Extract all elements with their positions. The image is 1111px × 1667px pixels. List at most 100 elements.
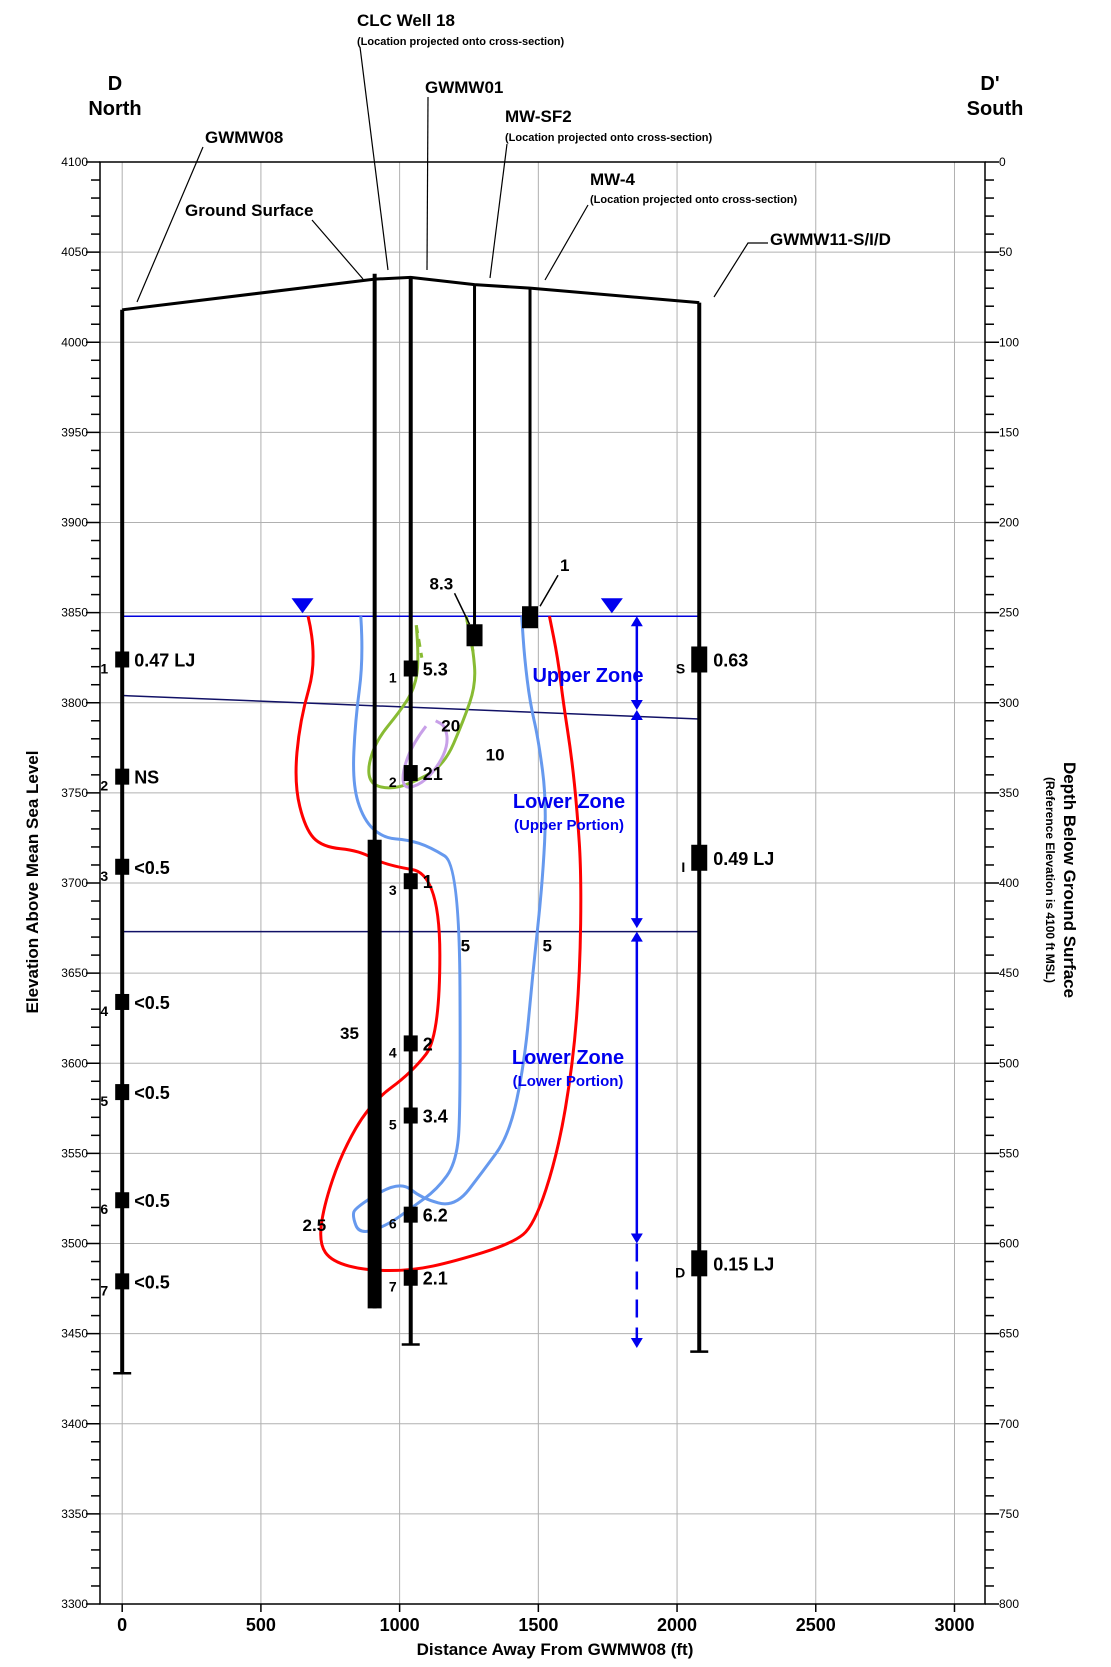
sample-value-label: <0.5 xyxy=(134,993,170,1013)
clc-value-label: 35 xyxy=(340,1024,359,1043)
value-leader xyxy=(539,574,559,607)
sample-port-label: 7 xyxy=(100,1282,108,1298)
sample-port-marker xyxy=(115,1084,130,1101)
depth-tick-label: 400 xyxy=(999,876,1019,890)
contour-label: 10 xyxy=(486,745,505,764)
sample-port-marker xyxy=(403,765,418,782)
sample-port-label: 5 xyxy=(100,1093,108,1109)
contour-label: 5 xyxy=(461,936,470,955)
contour-label: 20 xyxy=(441,717,460,736)
sample-value-label: 1 xyxy=(423,872,433,892)
well-screen-mw-4 xyxy=(522,606,539,629)
y-tick-label: 3550 xyxy=(61,1146,88,1160)
arrow-head-down xyxy=(630,699,643,710)
sample-value-label: <0.5 xyxy=(134,1191,170,1211)
clc-leader xyxy=(359,46,389,271)
x-tick-label: 500 xyxy=(246,1615,276,1635)
contour-5 xyxy=(351,616,547,1233)
sample-port-label: 3 xyxy=(389,882,397,898)
arrow-head-up xyxy=(630,931,643,942)
x-tick-label: 2000 xyxy=(657,1615,697,1635)
arrow-head-up xyxy=(630,616,643,627)
x-axis-title: Distance Away From GWMW08 (ft) xyxy=(417,1640,694,1659)
contour-10-dashed xyxy=(414,624,424,658)
sample-value-label: 0.47 LJ xyxy=(134,650,195,670)
contours: 2.5 5 5 10 20 xyxy=(294,615,583,1273)
y-tick-label: 3450 xyxy=(61,1327,88,1341)
sample-port-label: 7 xyxy=(389,1279,397,1295)
axis-ticks: 0 500 1000 1500 2000 2500 30003300335034003450… xyxy=(61,155,1019,1635)
y-tick-label: 3500 xyxy=(61,1237,88,1251)
left-end-direction: North xyxy=(88,98,141,120)
grid xyxy=(100,161,985,1605)
sample-port-marker xyxy=(403,1206,418,1223)
gwmw01-leader xyxy=(426,96,429,271)
depth-tick-label: 150 xyxy=(999,425,1019,439)
well-value-label: 1 xyxy=(560,556,569,575)
water-table-marker xyxy=(600,598,623,614)
depth-tick-label: 650 xyxy=(999,1327,1019,1341)
wells xyxy=(113,273,709,1375)
sample-port-marker xyxy=(403,660,418,677)
gwmw08-label: GWMW08 xyxy=(205,128,283,147)
y-tick-label: 4050 xyxy=(61,245,88,259)
x-tick-label: 0 xyxy=(117,1615,127,1635)
sample-port-marker xyxy=(115,1273,130,1290)
sample-value-label: 0.63 xyxy=(713,650,748,670)
ground-surface-line xyxy=(122,275,700,312)
well-screen-clc-well-18 xyxy=(367,839,382,1309)
depth-tick-label: 250 xyxy=(999,606,1019,620)
depth-tick-label: 200 xyxy=(999,516,1019,530)
sample-port-label: 1 xyxy=(100,660,108,676)
depth-tick-label: 0 xyxy=(999,155,1006,169)
right-end-letter: D' xyxy=(980,73,999,95)
sample-value-label: 0.49 LJ xyxy=(713,849,774,869)
mw4-note: (Location projected onto cross-section) xyxy=(590,194,798,206)
sample-value-label: 2.1 xyxy=(423,1269,448,1289)
arrow-head-down xyxy=(630,1338,643,1349)
y-tick-label: 4100 xyxy=(61,155,88,169)
x-tick-label: 1500 xyxy=(518,1615,558,1635)
value-leader xyxy=(453,592,471,625)
sample-port-marker xyxy=(403,873,418,890)
depth-tick-label: 600 xyxy=(999,1237,1019,1251)
upper-zone-label: Upper Zone xyxy=(532,665,643,687)
y-tick-label: 3400 xyxy=(61,1417,88,1431)
sample-value-label: 3.4 xyxy=(423,1107,448,1127)
arrow-head-up xyxy=(630,709,643,720)
sample-value-label: <0.5 xyxy=(134,1083,170,1103)
depth-tick-label: 450 xyxy=(999,966,1019,980)
gwmw08-leader xyxy=(136,146,204,303)
sample-value-label: <0.5 xyxy=(134,1272,170,1292)
sample-value-label: 21 xyxy=(423,764,443,784)
mwsf2-note: (Location projected onto cross-section) xyxy=(505,132,713,144)
sample-port-label: 6 xyxy=(389,1216,397,1232)
arrow-head-down xyxy=(630,1233,643,1244)
sample-port-marker xyxy=(115,651,130,668)
y-tick-label: 3300 xyxy=(61,1597,88,1611)
sample-markers: 1 0.47 LJ 2 NS 3 <0.5 4 <0.5 5 <0.5 6 <0.5 7 <0.5 1 5.3… xyxy=(100,556,774,1298)
sample-port-label: 1 xyxy=(389,670,397,686)
sample-value-label: 6.2 xyxy=(423,1206,448,1226)
x-tick-label: 1000 xyxy=(380,1615,420,1635)
depth-tick-label: 350 xyxy=(999,786,1019,800)
contour-label: 5 xyxy=(543,936,552,955)
x-tick-label: 2500 xyxy=(796,1615,836,1635)
ground-surface-label: Ground Surface xyxy=(185,201,313,220)
right-end-direction: South xyxy=(967,98,1024,120)
y-tick-label: 3800 xyxy=(61,696,88,710)
gwmw11-label: GWMW11-S/I/D xyxy=(770,230,891,249)
sample-value-label: 5.3 xyxy=(423,660,448,680)
gwmw01-label: GWMW01 xyxy=(425,78,503,97)
y-tick-label: 3950 xyxy=(61,425,88,439)
depth-tick-label: 300 xyxy=(999,696,1019,710)
arrow-head-down xyxy=(630,918,643,929)
sample-port-marker xyxy=(691,646,708,673)
sample-port-label: 3 xyxy=(100,868,108,884)
lower-zone-lower-label: Lower Zone xyxy=(512,1047,624,1069)
well-screen-mw-sf2 xyxy=(466,624,483,647)
y-tick-label: 3600 xyxy=(61,1056,88,1070)
depth-tick-label: 700 xyxy=(999,1417,1019,1431)
sample-port-marker xyxy=(691,1250,708,1277)
y-tick-label: 3750 xyxy=(61,786,88,800)
